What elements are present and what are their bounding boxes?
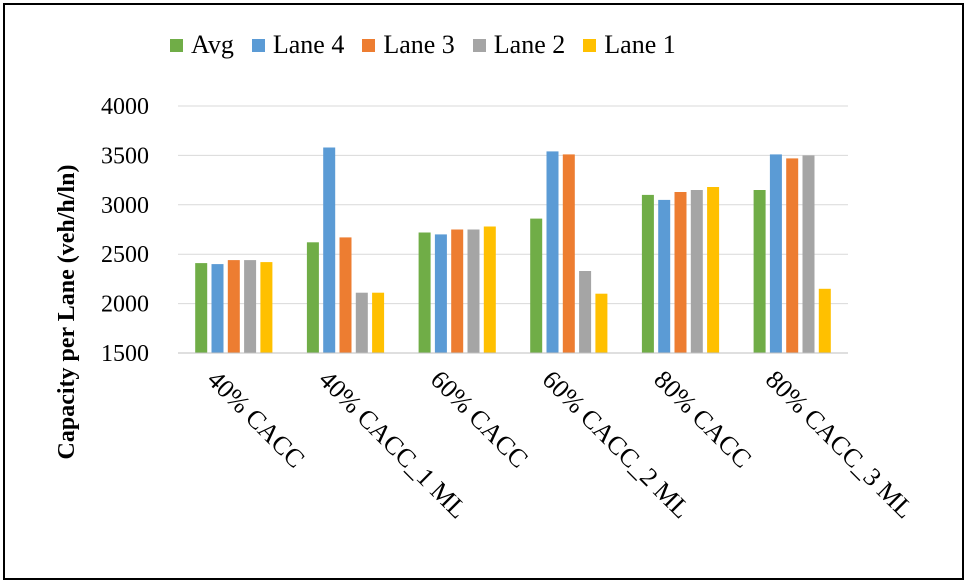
x-category-label: 40% CACC [202,365,311,474]
bar-lane-3-80-cacc [674,192,687,353]
bar-lane-4-60-cacc-2-ml [546,151,559,353]
x-category-label: 80% CACC_3 ML [760,365,919,524]
bar-lane-4-80-cacc [658,199,671,353]
legend-item-lane-2: Lane 2 [472,30,566,60]
bar-avg-80-cacc [641,194,654,353]
bar-lane-2-40-cacc-1-ml [355,292,368,353]
bar-lane-2-60-cacc [467,229,480,353]
bar-lane-3-40-cacc [227,260,240,353]
legend-label: Lane 4 [272,30,345,59]
bar-lane-1-40-cacc-1-ml [372,292,385,353]
y-tick-label: 2000 [101,292,149,318]
y-tick-label: 3000 [101,193,149,219]
bar-lane-4-60-cacc [434,234,447,353]
y-tick-label: 4000 [101,94,149,120]
bar-lane-1-80-cacc-3-ml [818,288,831,353]
y-axis-title: Capacity per Lane (veh/h/ln) [54,165,80,460]
bar-avg-60-cacc [418,232,431,353]
x-category-label: 80% CACC [648,365,757,474]
bar-lane-4-80-cacc-3-ml [769,154,782,353]
bar-lane-2-60-cacc-2-ml [579,271,592,353]
bars [195,147,831,353]
bar-lane-4-40-cacc-1-ml [323,147,336,353]
bar-lane-3-60-cacc [451,229,464,353]
bar-lane-1-60-cacc-2-ml [595,293,608,353]
bar-lane-1-60-cacc [483,226,496,353]
x-category-label: 60% CACC [425,365,534,474]
legend-item-lane-1: Lane 1 [583,30,676,60]
legend-swatch [472,38,486,52]
bar-lane-1-40-cacc [260,262,273,353]
gridlines [178,105,848,305]
bar-lane-2-80-cacc-3-ml [802,155,815,353]
legend-swatch [362,38,376,52]
chart-legend: Avg Lane 4 Lane 3 Lane 2 Lane 1 [170,30,694,60]
legend-item-lane-3: Lane 3 [362,30,455,60]
bar-avg-80-cacc-3-ml [753,190,766,353]
bar-lane-3-60-cacc-2-ml [562,154,575,353]
bar-lane-1-80-cacc [707,187,720,353]
legend-swatch [170,38,183,52]
y-tick-label: 3500 [101,143,149,169]
bar-lane-3-40-cacc-1-ml [339,237,352,353]
y-tick-label: 1500 [101,341,149,367]
bar-lane-3-80-cacc-3-ml [786,158,799,353]
bar-avg-40-cacc [195,263,208,353]
bar-lane-2-40-cacc [244,260,257,353]
bar-avg-60-cacc-2-ml [530,218,543,353]
legend-swatch [251,38,265,52]
bar-lane-4-40-cacc [211,264,224,353]
y-axis-ticks: 1500 2000 2500 3000 3500 4000 [101,94,149,367]
legend-label: Lane 3 [383,30,455,59]
legend-item-lane-4: Lane 4 [251,30,345,60]
legend-label: Avg [191,30,234,59]
bar-avg-40-cacc-1-ml [306,242,319,353]
legend-label: Lane 1 [604,30,676,59]
y-tick-label: 2500 [101,242,149,268]
bar-lane-2-80-cacc [690,190,703,353]
legend-swatch [583,38,597,52]
legend-label: Lane 2 [493,30,566,59]
legend-item-avg: Avg [170,30,234,60]
